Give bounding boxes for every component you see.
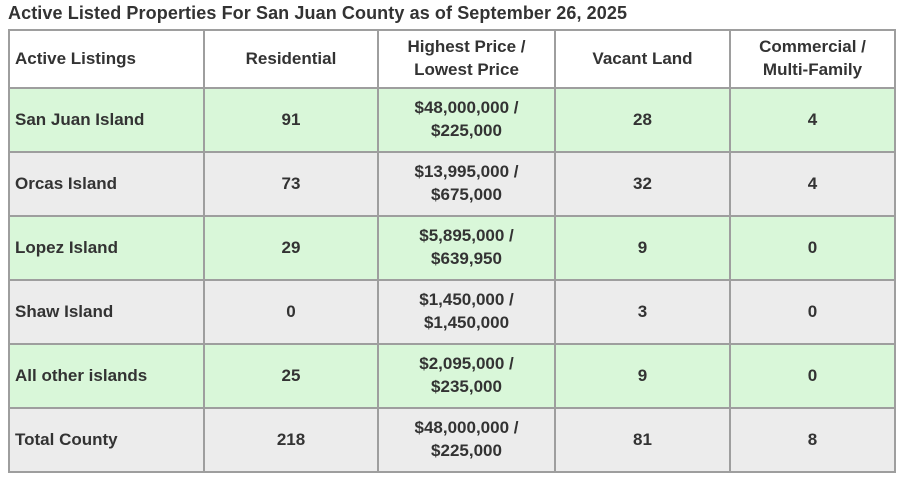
page-title: Active Listed Properties For San Juan Co… [8, 3, 628, 23]
row-lopez-island: Lopez Island 29 $5,895,000 / $639,950 9 … [8, 215, 896, 281]
cell-island-label: Orcas Island [8, 151, 205, 217]
table-header-row: Active Listings Residential Highest Pric… [8, 29, 896, 89]
row-total-county: Total County 218 $48,000,000 / $225,000 … [8, 407, 896, 473]
cell-vacant-land-count: 9 [554, 343, 731, 409]
row-orcas-island: Orcas Island 73 $13,995,000 / $675,000 3… [8, 151, 896, 217]
cell-vacant-land-count: 3 [554, 279, 731, 345]
cell-price-range: $13,995,000 / $675,000 [377, 151, 556, 217]
cell-island-label: Total County [8, 407, 205, 473]
cell-commercial-count: 4 [729, 87, 896, 153]
row-san-juan-island: San Juan Island 91 $48,000,000 / $225,00… [8, 87, 896, 153]
cell-residential-count: 0 [203, 279, 379, 345]
row-all-other-islands: All other islands 25 $2,095,000 / $235,0… [8, 343, 896, 409]
active-listings-table: Active Listings Residential Highest Pric… [8, 29, 896, 473]
cell-island-label: All other islands [8, 343, 205, 409]
row-shaw-island: Shaw Island 0 $1,450,000 / $1,450,000 3 … [8, 279, 896, 345]
cell-vacant-land-count: 9 [554, 215, 731, 281]
cell-commercial-count: 0 [729, 279, 896, 345]
cell-residential-count: 29 [203, 215, 379, 281]
column-header-active-listings: Active Listings [8, 29, 205, 89]
column-header-price-range: Highest Price / Lowest Price [377, 29, 556, 89]
cell-commercial-count: 8 [729, 407, 896, 473]
cell-residential-count: 218 [203, 407, 379, 473]
cell-price-range: $5,895,000 / $639,950 [377, 215, 556, 281]
cell-commercial-count: 4 [729, 151, 896, 217]
cell-price-range: $48,000,000 / $225,000 [377, 407, 556, 473]
cell-island-label: Lopez Island [8, 215, 205, 281]
cell-commercial-count: 0 [729, 343, 896, 409]
cell-island-label: Shaw Island [8, 279, 205, 345]
column-header-vacant-land: Vacant Land [554, 29, 731, 89]
cell-vacant-land-count: 81 [554, 407, 731, 473]
cell-commercial-count: 0 [729, 215, 896, 281]
cell-residential-count: 25 [203, 343, 379, 409]
cell-vacant-land-count: 28 [554, 87, 731, 153]
cell-residential-count: 91 [203, 87, 379, 153]
cell-island-label: San Juan Island [8, 87, 205, 153]
cell-price-range: $48,000,000 / $225,000 [377, 87, 556, 153]
cell-vacant-land-count: 32 [554, 151, 731, 217]
cell-price-range: $2,095,000 / $235,000 [377, 343, 556, 409]
cell-price-range: $1,450,000 / $1,450,000 [377, 279, 556, 345]
column-header-residential: Residential [203, 29, 379, 89]
column-header-commercial-multi-family: Commercial / Multi-Family [729, 29, 896, 89]
cell-residential-count: 73 [203, 151, 379, 217]
